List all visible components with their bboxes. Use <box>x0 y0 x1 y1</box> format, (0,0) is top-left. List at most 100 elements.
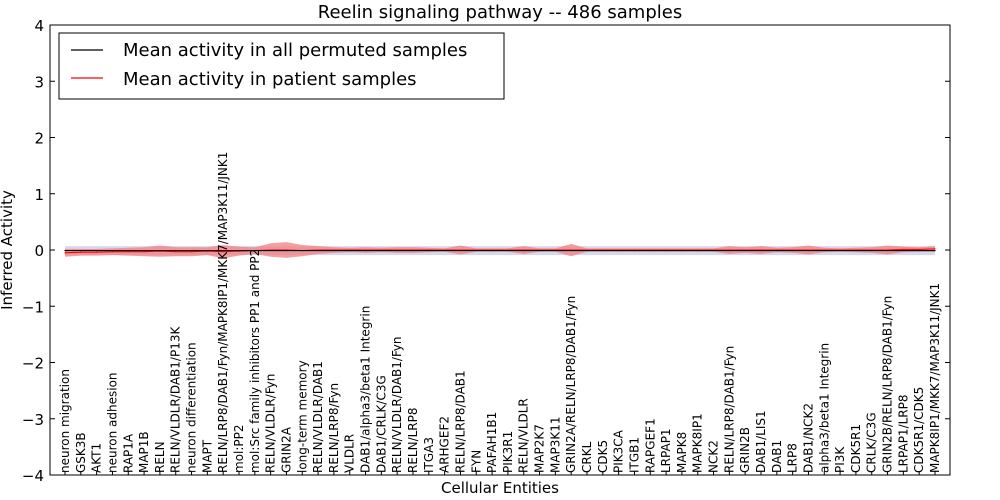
permuted-data-point <box>886 249 889 252</box>
y-axis: −4 −3 −2 −1 0 1 2 3 4 <box>22 17 950 485</box>
x-tick-label: DAB1/alpha3/beta1 Integrin <box>359 306 373 473</box>
permuted-data-point <box>618 249 620 252</box>
x-tick-label: neuron differentiation <box>185 342 199 473</box>
x-tick-label: ITGB1 <box>627 437 641 473</box>
permuted-data-point <box>760 249 762 252</box>
permuted-data-point <box>285 249 288 252</box>
permuted-data-point <box>349 249 351 252</box>
y-tick-label: −2 <box>22 355 44 373</box>
patient-data-point <box>96 251 98 253</box>
x-tick-label: AKT1 <box>90 443 104 473</box>
x-tick-label: ARHGEF2 <box>438 416 452 473</box>
x-tick-label: GRIN2A <box>279 426 293 473</box>
x-tick-label: PIK3CA <box>612 429 626 473</box>
permuted-data-point <box>444 249 446 252</box>
legend-label-patient: Mean activity in patient samples <box>123 69 417 90</box>
x-tick-label: RELN <box>153 441 167 473</box>
permuted-data-point <box>127 249 129 252</box>
permuted-data-point <box>111 249 114 252</box>
permuted-data-point <box>855 249 857 252</box>
x-tick-label: RELN/LRP8/Fyn <box>327 383 341 473</box>
permuted-data-point <box>697 249 699 252</box>
patient-data-point <box>934 248 936 250</box>
permuted-data-point <box>586 249 588 252</box>
y-tick-label: −1 <box>22 298 44 316</box>
permuted-data-point <box>475 249 477 252</box>
x-tick-label: long-term memory <box>295 360 309 473</box>
x-tick-label: mol:PP2 <box>232 424 246 473</box>
patient-data-point <box>902 248 904 251</box>
x-tick-label: RELN/VLDLR/DAB1/Fyn <box>390 337 404 473</box>
x-tick-label: DAB1/NCK2 <box>801 403 815 473</box>
y-tick-label: −4 <box>22 467 44 485</box>
patient-data-point <box>222 251 224 253</box>
x-tick-label: CDK5R1 <box>849 424 863 473</box>
x-tick-label: GRIN2B <box>738 427 752 473</box>
permuted-data-point <box>649 249 651 252</box>
x-tick-label: RELN/VLDLR/Fyn <box>264 374 278 473</box>
permuted-data-point <box>396 249 398 252</box>
x-tick-label: MAPK8 <box>675 432 689 473</box>
legend-label-permuted: Mean activity in all permuted samples <box>123 40 467 61</box>
x-tick-label: MAP3K11 <box>548 416 562 473</box>
permuted-data-point <box>554 249 556 252</box>
x-tick-label: VLDLR <box>343 434 357 473</box>
patient-series-line <box>64 248 936 254</box>
permuted-data-point <box>333 249 335 252</box>
permuted-data-point <box>807 249 810 252</box>
permuted-data-point <box>143 249 145 252</box>
permuted-data-point <box>602 249 604 252</box>
permuted-data-point <box>380 249 382 252</box>
x-tick-label: DAB1 <box>770 440 784 473</box>
x-axis-label: Cellular Entities <box>441 479 559 497</box>
permuted-data-point <box>64 249 66 252</box>
permuted-data-point <box>665 249 667 252</box>
x-tick-label: CRLK/C3G <box>865 412 879 473</box>
y-tick-label: 4 <box>34 17 44 35</box>
x-tick-label: RELN/VLDLR <box>517 398 531 473</box>
y-tick-label: 1 <box>34 186 44 204</box>
x-tick-label: DAB1/CRLK/C3G <box>374 375 388 473</box>
permuted-data-point <box>681 249 683 252</box>
x-tick-label: neuron migration <box>58 369 72 473</box>
y-tick-label: −3 <box>22 411 44 429</box>
permuted-data-point <box>159 249 161 252</box>
permuted-data-point <box>728 249 730 252</box>
x-tick-label: LRPAP1/LRP8 <box>896 394 910 473</box>
permuted-data-point <box>301 249 303 252</box>
x-tick-label: RELN/VLDLR/DAB1/P13K <box>169 326 183 473</box>
permuted-data-point <box>633 249 636 252</box>
permuted-data-point <box>507 249 509 252</box>
patient-data-point <box>175 251 177 253</box>
x-tick-label: mol:Src family inhibitors PP1 and PP2 <box>248 249 262 473</box>
x-tick-label: alpha3/beta1 Integrin <box>817 343 831 473</box>
x-tick-label: RELN/VLDLR/DAB1 <box>311 361 325 473</box>
permuted-data-point <box>902 249 904 252</box>
permuted-data-point <box>918 249 920 252</box>
x-tick-label: FYN <box>469 450 483 473</box>
x-tick-label: MAP1B <box>137 431 151 473</box>
permuted-data-point <box>776 249 778 252</box>
x-tick-label: RELN/LRP8/DAB1/Fyn/MAPK8IP1/MKK7/MAP3K11… <box>216 152 230 473</box>
x-tick-label: RAPGEF1 <box>643 418 657 473</box>
permuted-data-point <box>96 249 98 252</box>
permuted-data-point <box>412 249 414 252</box>
x-tick-label: PIK3R1 <box>501 431 515 473</box>
x-tick-label: CDK5 <box>596 440 610 473</box>
x-tick-label: GRIN2B/RELN/LRP8/DAB1/Fyn <box>881 296 895 473</box>
permuted-data-point <box>175 249 177 252</box>
x-tick-label: CDK5R1/CDK5 <box>912 387 926 473</box>
patient-data-point <box>190 251 193 253</box>
y-tick-label: 2 <box>34 130 44 148</box>
y-axis-label: Inferred Activity <box>0 190 16 310</box>
permuted-data-point <box>270 249 272 252</box>
permuted-data-point <box>222 249 224 252</box>
x-tick-label: MAPT <box>200 439 214 473</box>
permuted-data-point <box>538 249 541 252</box>
permuted-data-point <box>792 249 794 252</box>
permuted-data-point <box>491 249 493 252</box>
patient-data-point <box>111 251 114 253</box>
permuted-data-point <box>317 249 319 252</box>
